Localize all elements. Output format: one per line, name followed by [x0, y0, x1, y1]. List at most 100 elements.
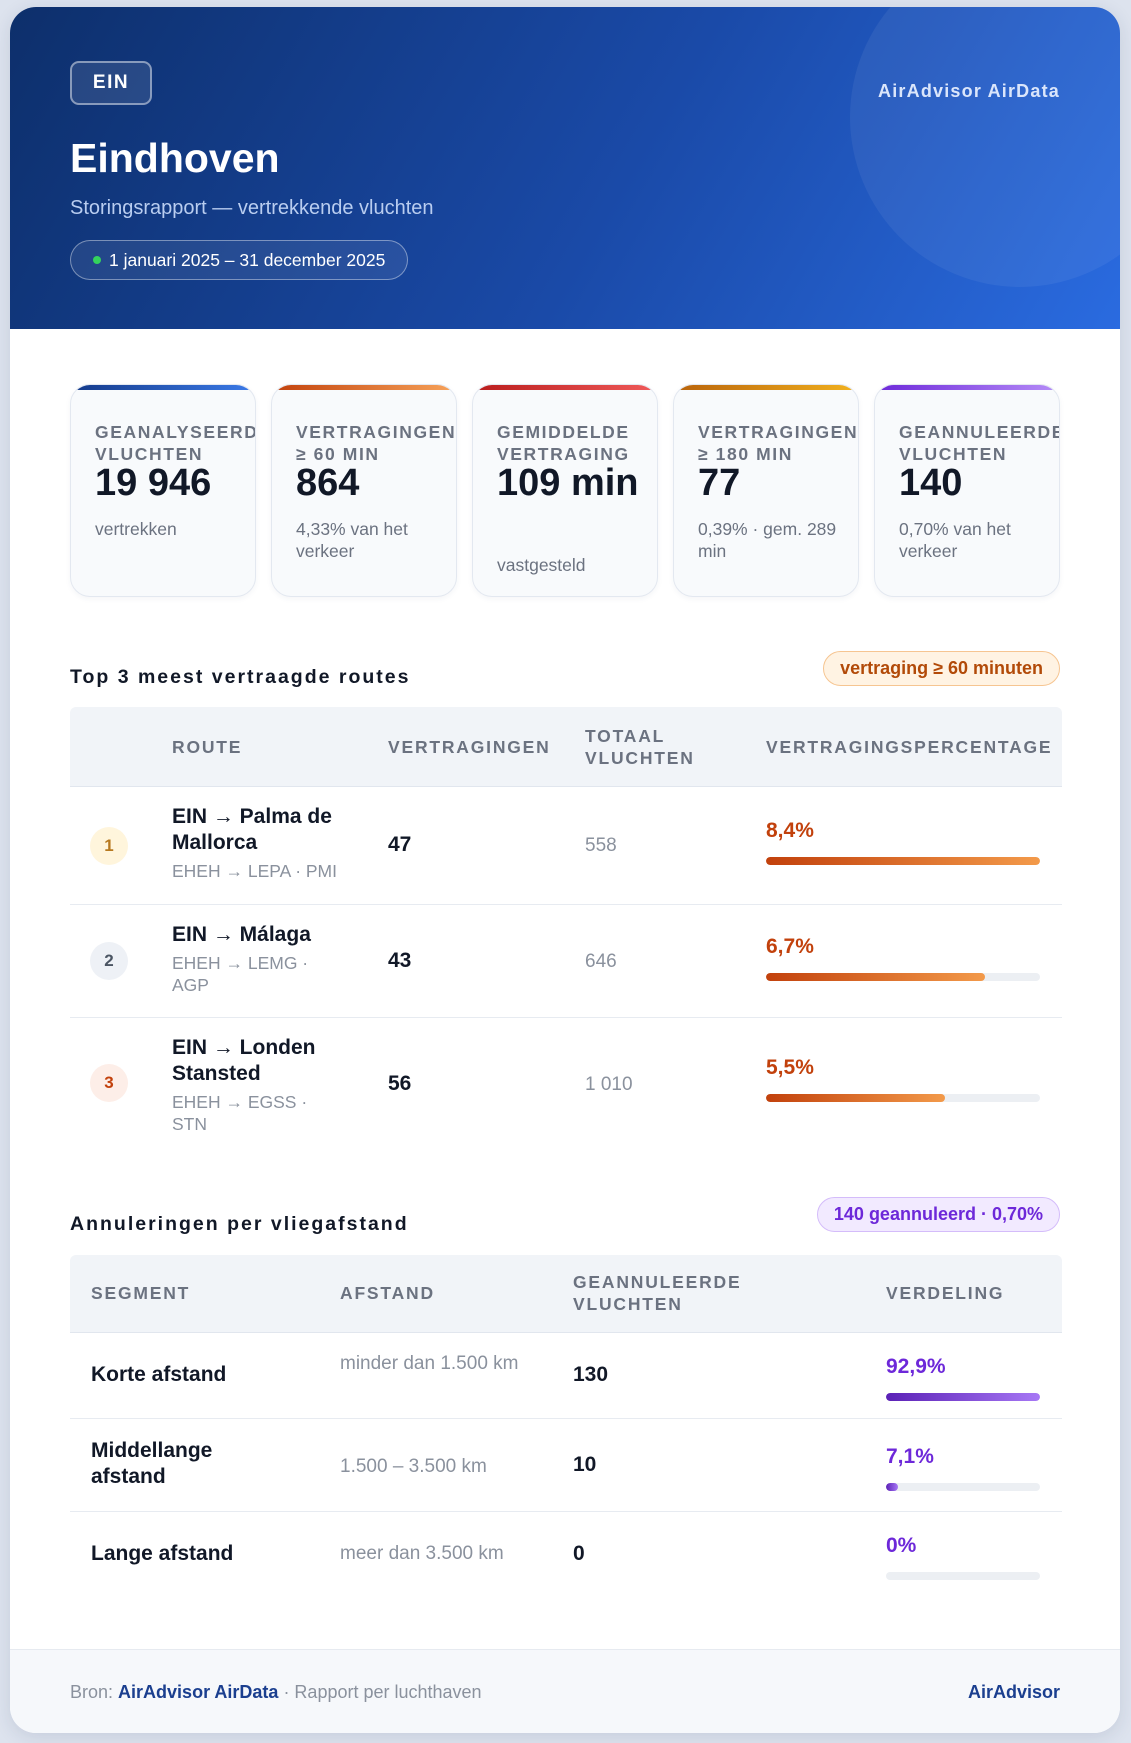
routes-threshold-badge: vertraging ≥ 60 minuten [823, 651, 1060, 686]
route-delay-percentage: 8,4% [766, 819, 814, 842]
cancellations-total-badge: 140 geannuleerd · 0,70% [816, 1197, 1060, 1232]
kpi-accent-bar [272, 385, 456, 390]
segment-distance: 1.500 – 3.500 km [340, 1456, 487, 1477]
route-delays: 43 [388, 949, 412, 972]
column-header-total-flights: Totaal vluchten [585, 726, 695, 768]
delay-percentage-bar-fill [766, 857, 1040, 865]
delay-percentage-bar [766, 973, 1040, 981]
column-header-delay-percentage: Vertragingspercentage [766, 737, 1053, 757]
routes-section-title: Top 3 meest vertraagde routes [70, 666, 411, 688]
segment-share: 0% [886, 1534, 917, 1557]
table-row: 1 EIN → Palma de Mallorca EHEH → LEPA · … [70, 787, 1062, 905]
kpi-value: 864 [296, 462, 360, 504]
segment-share: 7,1% [886, 1445, 934, 1468]
kpi-value: 19 946 [95, 462, 212, 504]
report-footer: Bron: AirAdvisor AirData · Rapport per l… [10, 1649, 1120, 1733]
status-dot-icon [93, 256, 101, 264]
period-label: 1 januari 2025 – 31 december 2025 [109, 249, 386, 270]
distribution-bar [886, 1483, 1040, 1491]
table-row: 3 EIN → Londen Stansted EHEH → EGSS · ST… [70, 1018, 1062, 1152]
route-name: EIN → Palma de Mallorca [172, 805, 332, 854]
kpi-note: 4,33% van het verkeer [296, 519, 408, 561]
kpi-accent-bar [875, 385, 1059, 390]
segment-cancelled-count: 0 [573, 1542, 585, 1565]
kpi-label: Vertragingen ≥ 180 min [698, 422, 859, 464]
kpi-note: 0,39% · gem. 289 min [698, 519, 837, 561]
segment-name: Middellange afstand [91, 1439, 213, 1488]
route-total-flights: 1 010 [585, 1074, 633, 1095]
routes-table: Route Vertragingen Totaal vluchten Vertr… [70, 707, 1062, 1152]
airport-code-badge: EIN [70, 61, 152, 105]
column-header-cancelled-flights: Geannuleerde vluchten [573, 1272, 742, 1314]
source-line: Bron: AirAdvisor AirData · Rapport per l… [70, 1682, 482, 1703]
table-row: Korte afstand minder dan 1.500 km 130 92… [70, 1333, 1062, 1419]
kpi-value: 77 [698, 462, 741, 504]
distribution-bar [886, 1572, 1040, 1580]
rank-badge: 1 [90, 827, 128, 865]
table-row: Lange afstand meer dan 3.500 km 0 0% [70, 1512, 1062, 1600]
cancellations-table-header: Segment Afstand Geannuleerde vluchten Ve… [70, 1255, 1062, 1333]
segment-share: 92,9% [886, 1355, 946, 1378]
kpi-label: Geanalyseerde vluchten [95, 422, 256, 464]
distribution-bar [886, 1393, 1040, 1401]
kpi-value: 140 [899, 462, 963, 504]
segment-name: Korte afstand [91, 1363, 227, 1386]
kpi-accent-bar [71, 385, 255, 390]
rank-badge: 2 [90, 942, 128, 980]
page-title: Eindhoven [70, 135, 280, 181]
footer-brand: AirAdvisor [967, 1682, 1060, 1702]
kpi-note: 0,70% van het verkeer [899, 519, 1011, 561]
kpi-card-analysed-flights: Geanalyseerde vluchten 19 946 vertrekken [70, 384, 256, 597]
kpi-label: Gemiddelde vertraging [497, 422, 630, 464]
cancellations-table: Segment Afstand Geannuleerde vluchten Ve… [70, 1255, 1062, 1611]
cancellations-section-title: Annuleringen per vliegafstand [70, 1213, 409, 1235]
route-delay-percentage: 5,5% [766, 1056, 814, 1079]
kpi-row: Geanalyseerde vluchten 19 946 vertrekken… [70, 384, 1062, 597]
delay-percentage-bar [766, 857, 1040, 865]
kpi-note: vertrekken [95, 519, 177, 539]
brand-label: AirAdvisor AirData [878, 81, 1060, 101]
column-header-delays: Vertragingen [388, 737, 551, 757]
kpi-label: Vertragingen ≥ 60 min [296, 422, 457, 464]
kpi-card-delays-180: Vertragingen ≥ 180 min 77 0,39% · gem. 2… [673, 384, 859, 597]
column-header-distribution: Verdeling [886, 1283, 1005, 1303]
table-row: Middellange afstand 1.500 – 3.500 km 10 … [70, 1419, 1062, 1512]
rank-badge: 3 [90, 1064, 128, 1102]
column-header-segment: Segment [91, 1283, 191, 1303]
kpi-accent-bar [473, 385, 657, 390]
delay-percentage-bar-fill [766, 1094, 946, 1102]
delay-percentage-bar-fill [766, 973, 985, 981]
kpi-card-cancelled-flights: Geannuleerde vluchten 140 0,70% van het … [874, 384, 1060, 597]
segment-distance: meer dan 3.500 km [340, 1543, 504, 1564]
kpi-accent-bar [674, 385, 858, 390]
kpi-card-average-delay: Gemiddelde vertraging 109 min vastgestel… [472, 384, 658, 597]
routes-table-header: Route Vertragingen Totaal vluchten Vertr… [70, 707, 1062, 787]
kpi-note: vastgesteld [497, 555, 586, 575]
report-card: EIN AirAdvisor AirData Eindhoven Storing… [10, 7, 1120, 1733]
route-delay-percentage: 6,7% [766, 935, 814, 958]
segment-cancelled-count: 10 [573, 1453, 597, 1476]
table-row: 2 EIN → Málaga EHEH → LEMG · AGP 43 646 … [70, 905, 1062, 1018]
source-prefix: Bron: [70, 1682, 114, 1702]
decorative-circle [850, 7, 1120, 287]
kpi-card-delays-60: Vertragingen ≥ 60 min 864 4,33% van het … [271, 384, 457, 597]
segment-cancelled-count: 130 [573, 1363, 609, 1386]
distribution-bar-fill [886, 1393, 1040, 1401]
route-codes: EHEH → LEPA · PMI [172, 861, 337, 881]
route-delays: 47 [388, 833, 412, 856]
route-name: EIN → Londen Stansted [172, 1036, 316, 1085]
source-name: AirAdvisor AirData [118, 1682, 279, 1702]
route-delays: 56 [388, 1072, 412, 1095]
source-suffix: · Rapport per luchthaven [283, 1682, 482, 1702]
route-name: EIN → Málaga [172, 923, 311, 946]
route-total-flights: 646 [585, 951, 617, 972]
segment-distance: minder dan 1.500 km [340, 1353, 519, 1374]
column-header-distance: Afstand [340, 1283, 435, 1303]
route-codes: EHEH → LEMG · AGP [172, 953, 309, 995]
kpi-label: Geannuleerde vluchten [899, 422, 1060, 464]
report-header: EIN AirAdvisor AirData Eindhoven Storing… [10, 7, 1120, 329]
column-header-route: Route [172, 737, 243, 757]
segment-name: Lange afstand [91, 1542, 234, 1565]
route-codes: EHEH → EGSS · STN [172, 1092, 308, 1134]
period-pill: 1 januari 2025 – 31 december 2025 [70, 240, 409, 280]
